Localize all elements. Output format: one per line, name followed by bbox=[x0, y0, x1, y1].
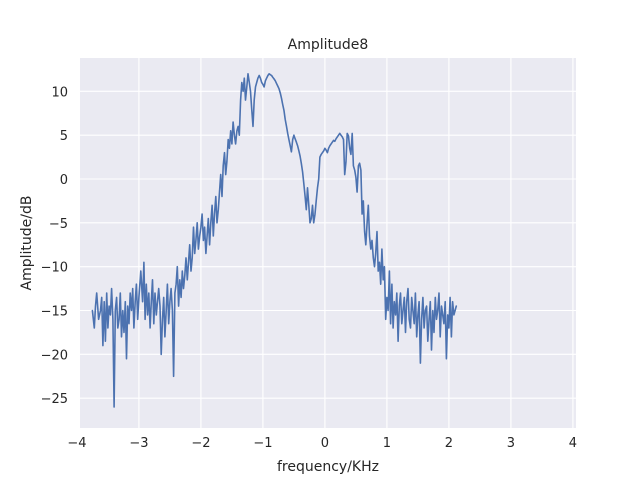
y-axis-label: Amplitude/dB bbox=[19, 196, 35, 291]
x-tick-label: −4 bbox=[67, 436, 86, 451]
y-tick-label: 0 bbox=[60, 173, 68, 188]
x-tick-label: −2 bbox=[191, 436, 210, 451]
y-tick-label: −20 bbox=[41, 348, 68, 363]
x-tick-label: 0 bbox=[321, 436, 329, 451]
x-tick-label: −3 bbox=[129, 436, 148, 451]
y-tick-label: −15 bbox=[41, 305, 68, 320]
chart-title: Amplitude8 bbox=[288, 37, 369, 53]
y-tick-label: −25 bbox=[41, 392, 68, 407]
x-tick-label: 3 bbox=[507, 436, 515, 451]
y-tick-label: 10 bbox=[51, 85, 68, 100]
y-tick-label: −5 bbox=[49, 217, 68, 232]
series-line bbox=[91, 73, 458, 408]
x-tick-label: 2 bbox=[445, 436, 453, 451]
x-tick-label: 4 bbox=[569, 436, 577, 451]
plot-area bbox=[80, 58, 576, 428]
grid bbox=[76, 58, 576, 428]
x-tick-label: −1 bbox=[253, 436, 272, 451]
series-group bbox=[91, 73, 458, 408]
y-tick-label: 5 bbox=[60, 129, 68, 144]
y-tick-label: −10 bbox=[41, 261, 68, 276]
x-axis-label: frequency/KHz bbox=[277, 459, 379, 475]
x-tick-label: 1 bbox=[383, 436, 391, 451]
